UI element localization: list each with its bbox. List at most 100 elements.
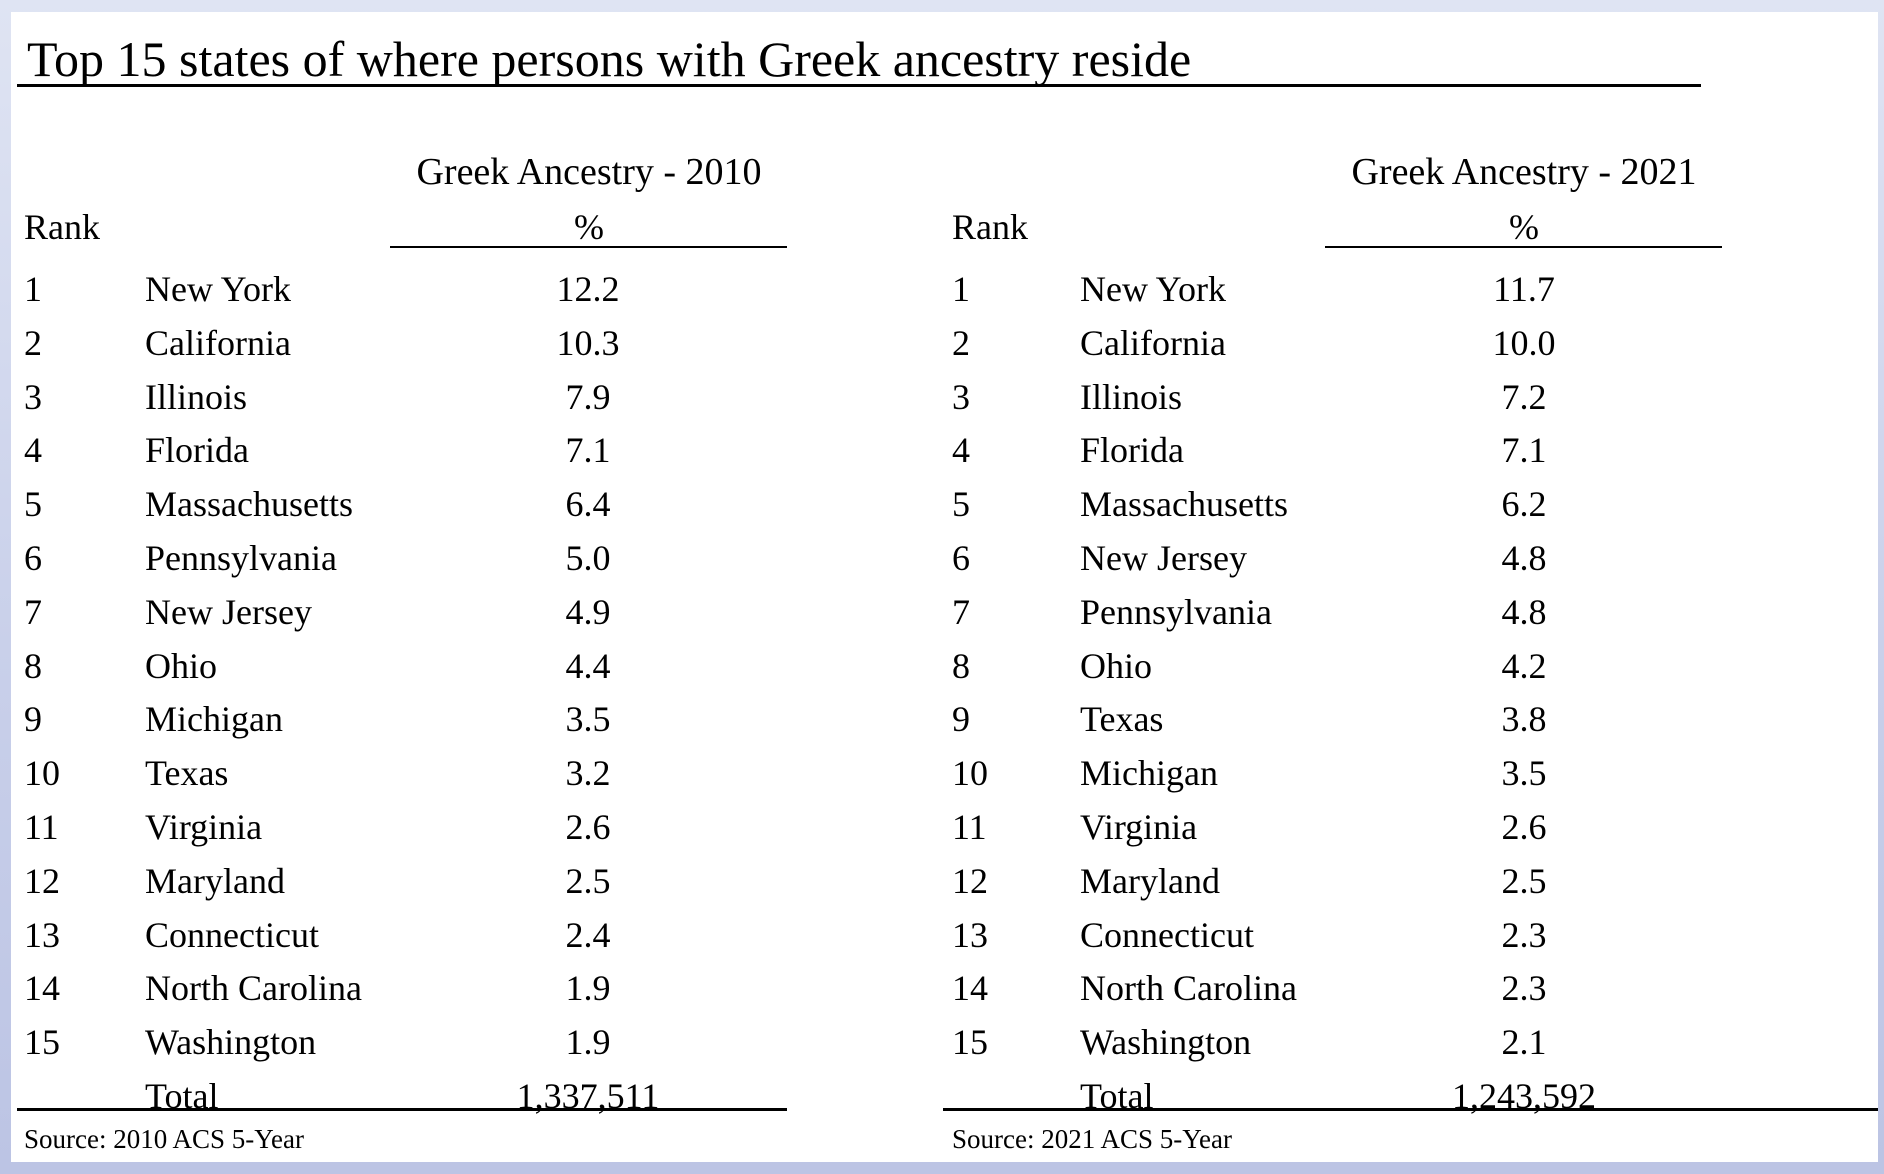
state-cell: Illinois	[1080, 376, 1183, 417]
percent-cell: 4.8	[1501, 537, 1547, 578]
rank-cell: 13	[952, 914, 988, 955]
total-underline	[943, 1108, 1878, 1111]
rank-cell: 7	[952, 591, 970, 632]
rank-cell: 2	[952, 322, 970, 363]
percent-cell: 12.2	[556, 269, 620, 309]
state-cell: Pennsylvania	[1080, 591, 1272, 632]
state-cell: Washington	[1080, 1022, 1252, 1063]
state-cell: New Jersey	[1080, 537, 1247, 578]
state-cell: Ohio	[145, 645, 217, 686]
rank-cell: 3	[24, 376, 42, 417]
percent-cell: 6.4	[565, 484, 611, 525]
column-header-2021: Greek Ancestry - 2021	[1351, 151, 1697, 193]
rank-cell: 5	[952, 484, 970, 525]
rank-cell: 7	[24, 591, 42, 632]
percent-cell: 7.2	[1501, 376, 1547, 417]
state-cell: California	[145, 322, 291, 363]
state-cell: Virginia	[1080, 806, 1198, 847]
rank-cell: 1	[952, 269, 970, 309]
state-cell: Illinois	[145, 376, 248, 417]
rank-header: Rank	[24, 207, 100, 247]
state-cell: North Carolina	[1080, 968, 1297, 1009]
rank-cell: 8	[24, 645, 42, 686]
state-cell: Michigan	[145, 699, 283, 740]
header-underline	[1325, 246, 1722, 248]
state-cell: New York	[145, 269, 292, 309]
state-cell: Texas	[1080, 699, 1164, 740]
rank-cell: 12	[952, 860, 988, 901]
rank-cell: 10	[952, 753, 988, 794]
state-cell: Virginia	[145, 806, 263, 847]
state-cell: North Carolina	[145, 968, 362, 1009]
title-underline	[17, 84, 1701, 87]
percent-cell: 3.5	[1501, 753, 1547, 794]
rank-cell: 1	[24, 269, 42, 309]
percent-cell: 3.2	[565, 753, 611, 794]
header-underline	[390, 246, 787, 248]
rank-cell: 10	[24, 753, 60, 794]
column-header-2010: Greek Ancestry - 2010	[416, 151, 762, 193]
source-note: Source: 2021 ACS 5-Year	[952, 1124, 1233, 1154]
state-cell: New Jersey	[145, 591, 312, 632]
rank-cell: 9	[952, 699, 970, 740]
total-underline	[17, 1108, 787, 1111]
state-cell: California	[1080, 322, 1226, 363]
rank-cell: 15	[24, 1022, 60, 1063]
state-cell: New York	[1080, 269, 1227, 309]
state-cell: Maryland	[1080, 860, 1220, 901]
state-cell: Washington	[145, 1022, 317, 1063]
unit-header: %	[574, 207, 604, 247]
percent-cell: 7.9	[565, 376, 611, 417]
percent-cell: 11.7	[1493, 269, 1555, 309]
rank-cell: 11	[952, 806, 987, 847]
percent-cell: 10.3	[556, 322, 620, 363]
percent-cell: 2.1	[1501, 1022, 1547, 1063]
percent-cell: 2.5	[1501, 860, 1547, 901]
state-cell: Massachusetts	[1080, 484, 1288, 525]
total-label: Total	[145, 1075, 219, 1116]
percent-cell: 4.9	[565, 591, 611, 632]
state-cell: Michigan	[1080, 753, 1218, 794]
table-2010: Greek Ancestry - 2010 Rank % 1 New York 12…	[11, 12, 791, 1162]
percent-cell: 7.1	[1501, 430, 1547, 471]
percent-cell: 2.3	[1501, 914, 1547, 955]
rank-cell: 15	[952, 1022, 988, 1063]
state-cell: Florida	[145, 430, 249, 471]
document-sheet: Top 15 states of where persons with Gree…	[11, 12, 1878, 1162]
rank-cell: 5	[24, 484, 42, 525]
total-value: 1,337,511	[516, 1075, 660, 1116]
percent-cell: 2.4	[565, 914, 611, 955]
percent-cell: 10.0	[1492, 322, 1556, 363]
state-cell: Ohio	[1080, 645, 1152, 686]
state-cell: Maryland	[145, 860, 285, 901]
percent-cell: 2.6	[565, 806, 611, 847]
source-note: Source: 2010 ACS 5-Year	[24, 1124, 305, 1154]
total-label: Total	[1080, 1075, 1154, 1116]
rank-cell: 11	[24, 806, 59, 847]
table-2021: Greek Ancestry - 2021 Rank % 1 New York 11…	[941, 12, 1878, 1162]
state-cell: Florida	[1080, 430, 1184, 471]
state-cell: Texas	[145, 753, 229, 794]
rank-header: Rank	[952, 207, 1028, 247]
unit-header: %	[1509, 207, 1539, 247]
percent-cell: 4.8	[1501, 591, 1547, 632]
rank-cell: 6	[952, 537, 970, 578]
rank-cell: 14	[24, 968, 60, 1009]
percent-cell: 5.0	[565, 537, 611, 578]
page-title: Top 15 states of where persons with Gree…	[27, 31, 1192, 87]
percent-cell: 7.1	[565, 430, 611, 471]
percent-cell: 3.5	[565, 699, 611, 740]
total-value: 1,243,592	[1452, 1075, 1596, 1116]
state-cell: Connecticut	[145, 914, 319, 955]
rank-cell: 4	[952, 430, 970, 471]
rank-cell: 6	[24, 537, 42, 578]
rank-cell: 4	[24, 430, 42, 471]
percent-cell: 2.3	[1501, 968, 1547, 1009]
percent-cell: 2.5	[565, 860, 611, 901]
rank-cell: 12	[24, 860, 60, 901]
rank-cell: 2	[24, 322, 42, 363]
percent-cell: 2.6	[1501, 806, 1547, 847]
state-cell: Connecticut	[1080, 914, 1254, 955]
rank-cell: 8	[952, 645, 970, 686]
rank-cell: 14	[952, 968, 988, 1009]
